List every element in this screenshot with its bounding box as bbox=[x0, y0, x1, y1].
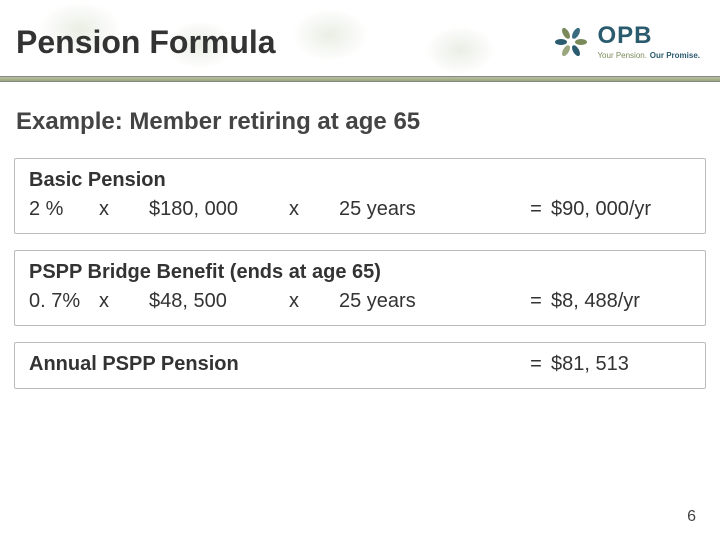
opb-logo: OPB Your Pension. Our Promise. bbox=[551, 22, 700, 62]
years: 25 years bbox=[339, 198, 479, 221]
bridge-benefit-title: PSPP Bridge Benefit (ends at age 65) bbox=[29, 261, 691, 284]
annual-result: $81, 513 bbox=[551, 353, 691, 376]
years: 25 years bbox=[339, 290, 479, 313]
page-number: 6 bbox=[687, 508, 696, 526]
amount: $48, 500 bbox=[149, 290, 289, 313]
pct: 2 % bbox=[29, 198, 99, 221]
slide-title: Pension Formula bbox=[16, 24, 276, 61]
equals: = bbox=[521, 198, 551, 221]
equals: = bbox=[521, 290, 551, 313]
times: x bbox=[99, 290, 149, 313]
leaf-swirl-icon bbox=[551, 22, 591, 62]
result: $90, 000/yr bbox=[551, 198, 691, 221]
logo-tagline-2: Our Promise. bbox=[650, 51, 700, 60]
slide-content: Example: Member retiring at age 65 Basic… bbox=[0, 82, 720, 389]
slide-header: Pension Formula OPB Your Pension. Our Pr… bbox=[0, 0, 720, 76]
result: $8, 488/yr bbox=[551, 290, 691, 313]
annual-label: Annual PSPP Pension bbox=[29, 353, 521, 376]
times: x bbox=[99, 198, 149, 221]
logo-tagline-1: Your Pension. bbox=[597, 51, 647, 60]
example-subtitle: Example: Member retiring at age 65 bbox=[14, 108, 706, 136]
annual-pension-box: Annual PSPP Pension = $81, 513 bbox=[14, 342, 706, 389]
amount: $180, 000 bbox=[149, 198, 289, 221]
times: x bbox=[289, 290, 339, 313]
logo-text: OPB Your Pension. Our Promise. bbox=[597, 23, 700, 60]
equals: = bbox=[521, 353, 551, 376]
pct: 0. 7% bbox=[29, 290, 99, 313]
bridge-benefit-row: 0. 7% x $48, 500 x 25 years = $8, 488/yr bbox=[29, 290, 691, 313]
bridge-benefit-box: PSPP Bridge Benefit (ends at age 65) 0. … bbox=[14, 250, 706, 326]
times: x bbox=[289, 198, 339, 221]
basic-pension-title: Basic Pension bbox=[29, 169, 691, 192]
logo-brand: OPB bbox=[597, 23, 652, 49]
basic-pension-box: Basic Pension 2 % x $180, 000 x 25 years… bbox=[14, 158, 706, 234]
annual-pension-row: Annual PSPP Pension = $81, 513 bbox=[29, 353, 691, 376]
basic-pension-row: 2 % x $180, 000 x 25 years = $90, 000/yr bbox=[29, 198, 691, 221]
